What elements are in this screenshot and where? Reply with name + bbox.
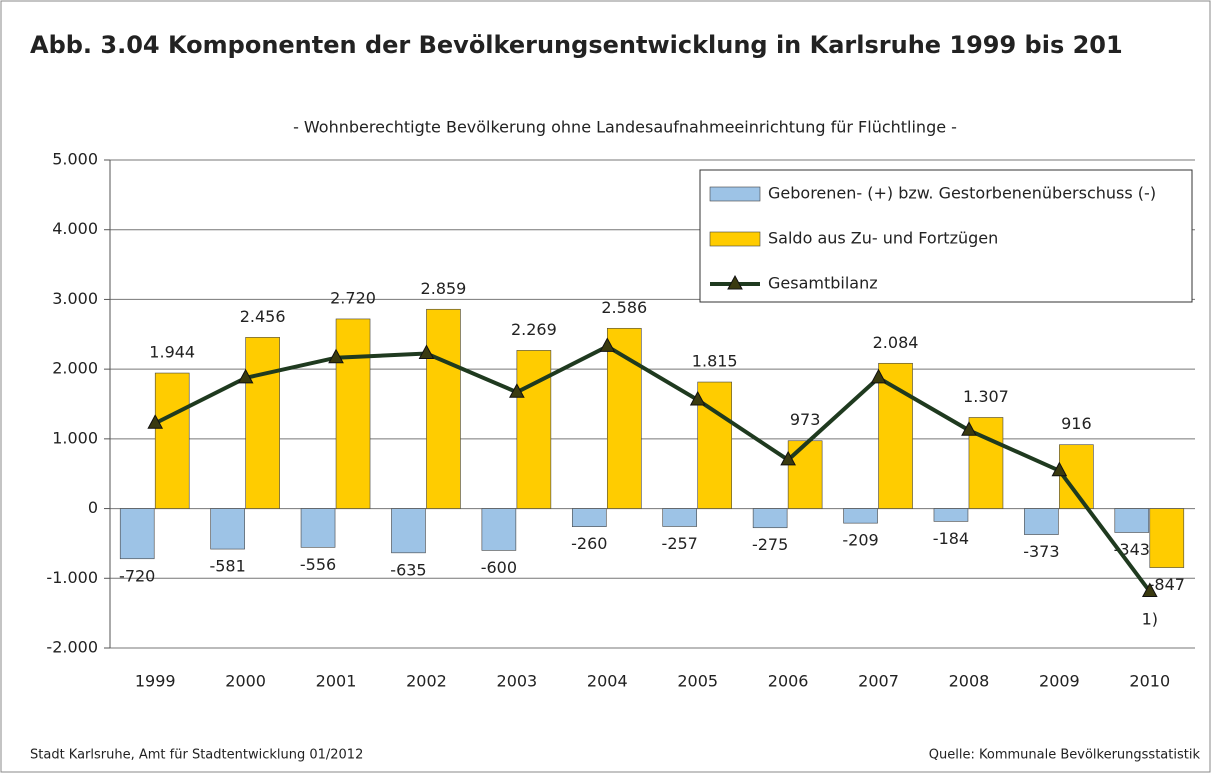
data-label: -184 [933, 529, 969, 548]
y-tick-label: 2.000 [52, 359, 98, 378]
data-label: 2.456 [240, 307, 286, 326]
data-label: 2.859 [421, 279, 467, 298]
bar [878, 362, 913, 509]
x-tick-label: 2000 [225, 672, 266, 691]
data-label: 2.084 [873, 333, 919, 352]
legend-box [699, 169, 1193, 303]
y-tick-label: 4.000 [52, 219, 98, 238]
y-tick-label: 0 [88, 498, 98, 517]
x-tick-label: 2002 [406, 672, 447, 691]
annotation: 1) [1142, 610, 1158, 629]
data-label: -260 [571, 534, 607, 553]
data-label: -720 [119, 566, 155, 585]
line [154, 344, 1152, 593]
legend-swatch [709, 186, 761, 202]
data-label: -600 [481, 558, 517, 577]
data-label: 2.586 [601, 298, 647, 317]
data-label: -556 [300, 555, 336, 574]
data-label: 973 [790, 410, 821, 429]
data-label: -581 [209, 557, 245, 576]
x-tick-label: 2010 [1129, 672, 1170, 691]
x-tick-label: 2007 [858, 672, 899, 691]
bar [662, 508, 698, 527]
bar [787, 440, 823, 509]
line-marker [689, 390, 706, 406]
line-marker [147, 414, 164, 429]
data-label: 1.815 [692, 352, 738, 371]
y-tick-label: 5.000 [52, 150, 98, 169]
bar [843, 508, 878, 524]
bar [210, 508, 245, 550]
data-label: -275 [752, 535, 788, 554]
bar [481, 508, 517, 551]
x-tick-label: 2009 [1039, 672, 1080, 691]
x-tick-label: 2006 [768, 672, 809, 691]
bar [426, 308, 461, 509]
x-tick-label: 2004 [587, 672, 628, 691]
line-marker [328, 348, 344, 364]
y-tick-label: 3.000 [52, 289, 98, 308]
x-tick-label: 1999 [135, 672, 176, 691]
line-marker [1141, 582, 1158, 598]
data-label: -373 [1023, 542, 1059, 561]
footer-right: Quelle: Kommunale Bevölkerungsstatistik [929, 748, 1201, 763]
line-marker [599, 337, 616, 352]
line-marker [418, 344, 435, 360]
bar [752, 508, 788, 529]
bar [391, 508, 426, 554]
bar [1149, 508, 1185, 568]
bar [335, 318, 371, 509]
line-marker [961, 421, 977, 436]
data-label: -257 [662, 534, 698, 553]
data-label: 916 [1061, 414, 1092, 433]
bar [245, 337, 280, 509]
line-marker [237, 368, 254, 384]
data-label: -847 [1149, 575, 1185, 594]
data-label: -209 [842, 531, 878, 550]
y-tick-label: 1.000 [52, 428, 98, 447]
data-label: 2.720 [330, 288, 376, 307]
legend-swatch [709, 231, 761, 247]
data-label: 1.307 [963, 387, 1009, 406]
bar [300, 508, 336, 548]
y-tick-label: -2.000 [46, 638, 98, 657]
bar [571, 508, 607, 527]
bar [119, 508, 155, 560]
bar [154, 372, 190, 509]
x-tick-label: 2003 [497, 672, 538, 691]
legend-label: Gesamtbilanz [768, 274, 878, 293]
chart-subtitle: - Wohnberechtigte Bevölkerung ohne Lande… [293, 118, 957, 137]
line-marker [509, 383, 525, 398]
footer-left: Stadt Karlsruhe, Amt für Stadtentwicklun… [30, 748, 363, 763]
bar [933, 508, 969, 522]
bar [1024, 508, 1059, 535]
legend-label: Geborenen- (+) bzw. Gestorbenenüberschus… [768, 184, 1156, 203]
line-marker [1051, 461, 1068, 477]
data-label: -635 [390, 560, 426, 579]
legend-marker [727, 274, 743, 290]
bar [516, 350, 552, 509]
y-tick-label: -1.000 [46, 568, 98, 587]
data-label: 2.269 [511, 320, 557, 339]
data-label: 1.944 [149, 343, 195, 362]
x-tick-label: 2005 [677, 672, 718, 691]
bar [1114, 508, 1150, 533]
x-tick-label: 2008 [949, 672, 990, 691]
chart-title: Abb. 3.04 Komponenten der Bevölkerungsen… [30, 31, 1123, 59]
line-marker [870, 368, 887, 384]
x-tick-label: 2001 [316, 672, 357, 691]
line-marker [780, 450, 796, 466]
legend-label: Saldo aus Zu- und Fortzügen [768, 229, 998, 248]
